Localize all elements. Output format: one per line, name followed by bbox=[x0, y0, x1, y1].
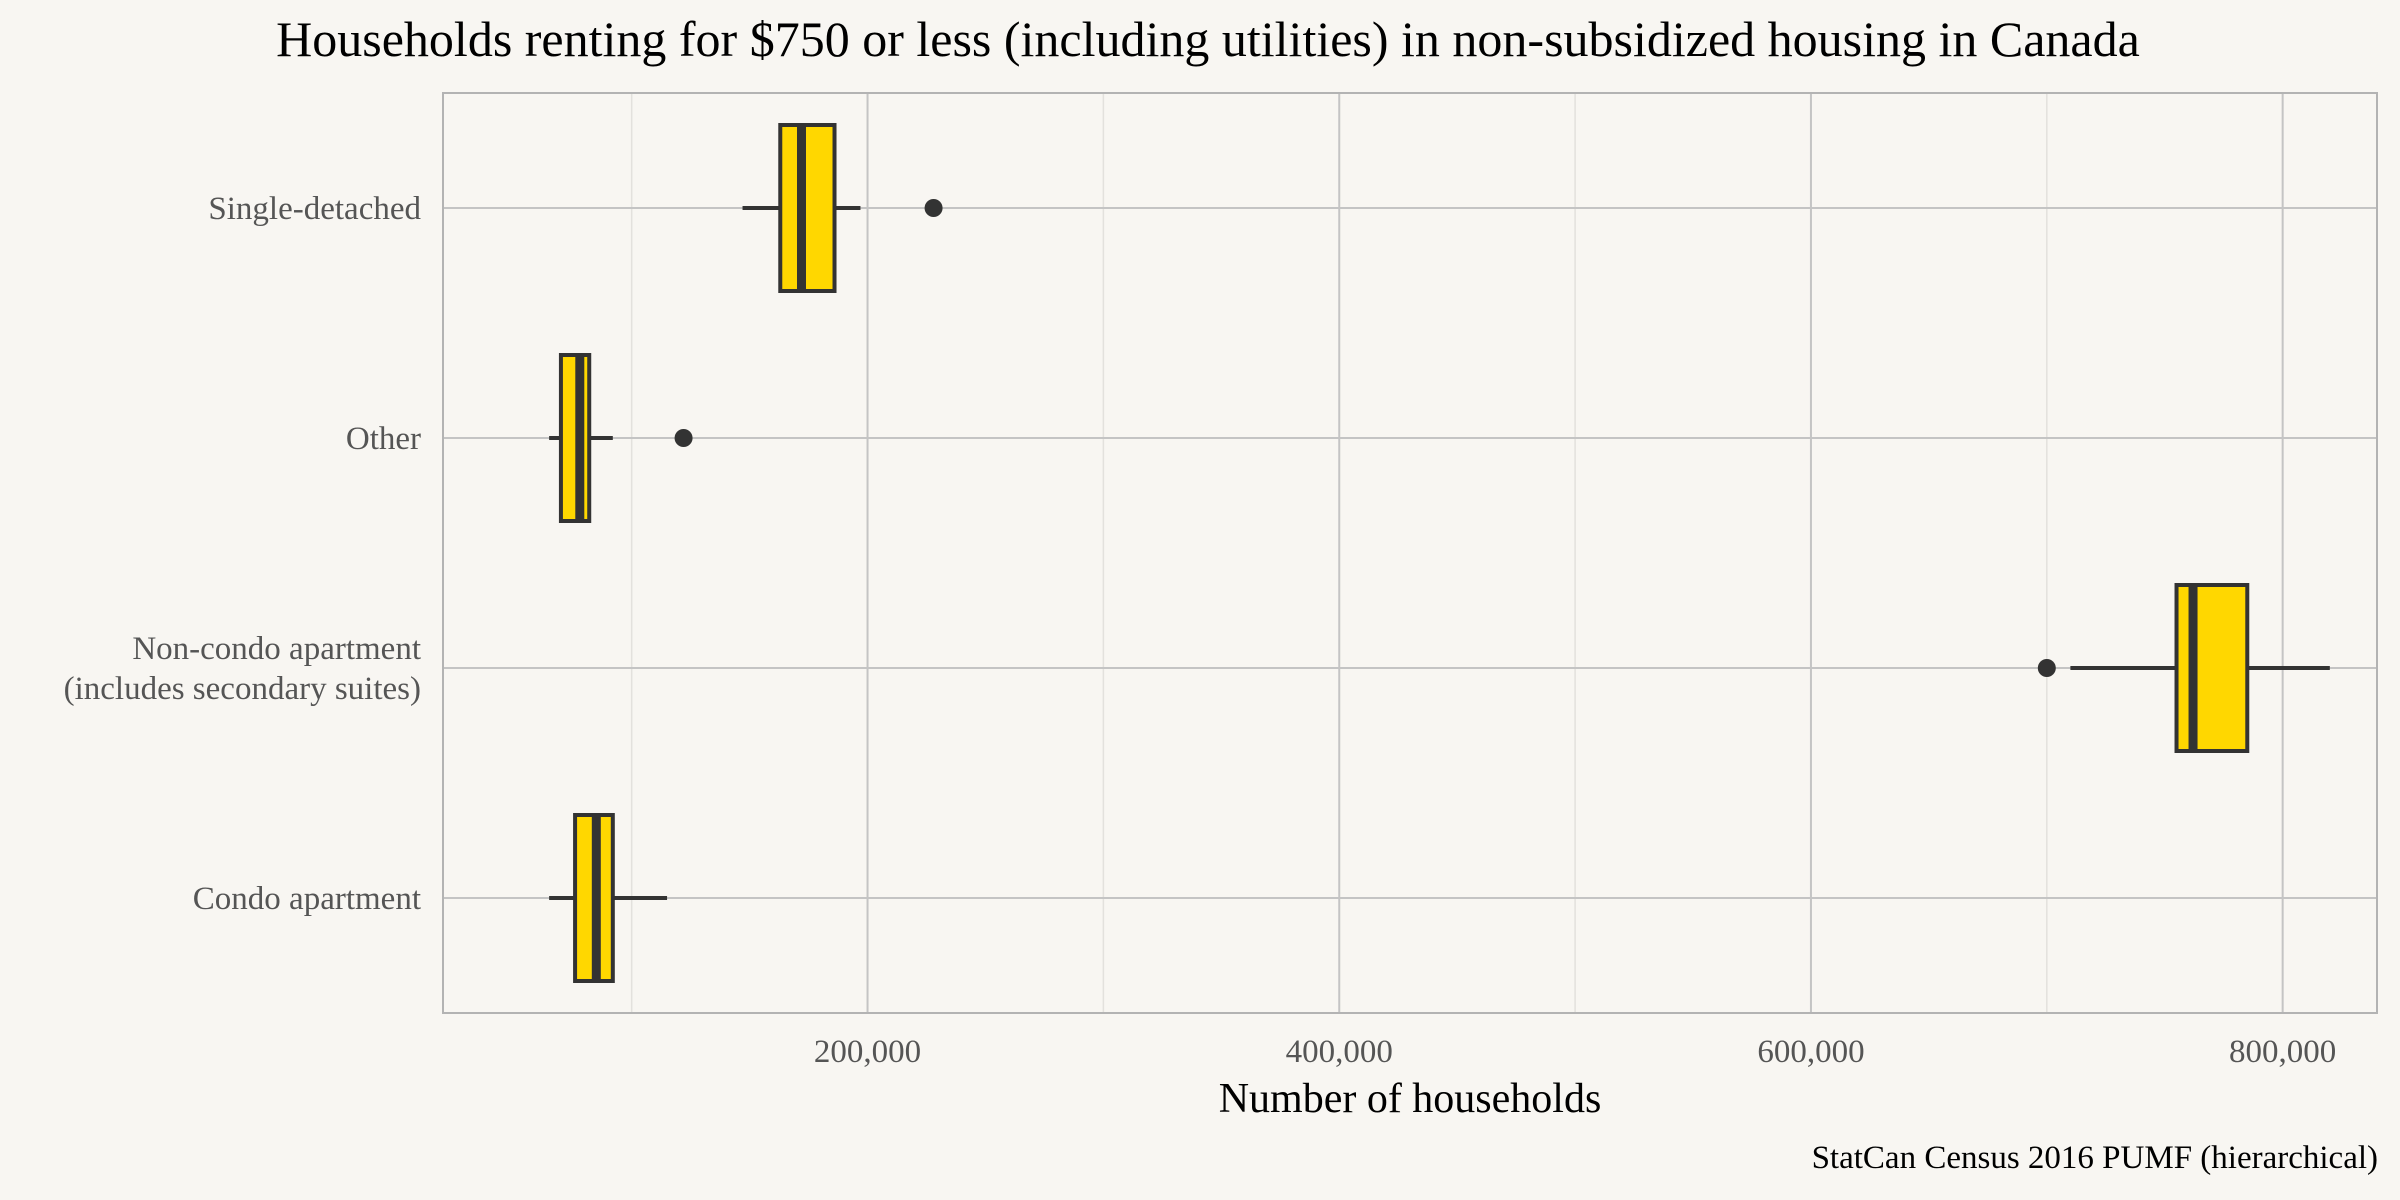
outlier-point bbox=[924, 199, 943, 217]
y-tick-label: Single-detached bbox=[208, 191, 421, 227]
plot-panel-border bbox=[442, 92, 2378, 1014]
x-tick-label: 600,000 bbox=[1757, 1034, 1864, 1070]
chart-title: Households renting for $750 or less (inc… bbox=[276, 11, 2140, 67]
x-axis-label: Number of households bbox=[1219, 1076, 1602, 1122]
box-group bbox=[2037, 583, 2330, 753]
box-iqr bbox=[778, 123, 837, 293]
x-tick-labels: 200,000 400,000 600,000 800,000 bbox=[814, 1034, 2336, 1070]
outlier-point bbox=[674, 429, 693, 447]
box-group bbox=[549, 813, 668, 983]
y-tick-label: Non-condo apartment bbox=[132, 631, 421, 667]
x-tick-label: 200,000 bbox=[814, 1034, 921, 1070]
x-tick-label: 400,000 bbox=[1286, 1034, 1393, 1070]
box-iqr bbox=[2174, 583, 2250, 753]
boxes bbox=[549, 123, 2330, 983]
chart-caption: StatCan Census 2016 PUMF (hierarchical) bbox=[1812, 1140, 2378, 1176]
outlier-point bbox=[2037, 659, 2056, 677]
box-group bbox=[549, 353, 693, 523]
box-group bbox=[742, 123, 943, 293]
y-tick-labels: Single-detached Other Non-condo apartment (… bbox=[64, 191, 422, 917]
x-tick-label: 800,000 bbox=[2229, 1034, 2336, 1070]
y-tick-label: Condo apartment bbox=[193, 881, 421, 917]
y-tick-label: Other bbox=[346, 421, 421, 457]
box-iqr bbox=[558, 353, 592, 523]
grid bbox=[443, 93, 2377, 1013]
y-tick-label: (includes secondary suites) bbox=[64, 671, 421, 707]
